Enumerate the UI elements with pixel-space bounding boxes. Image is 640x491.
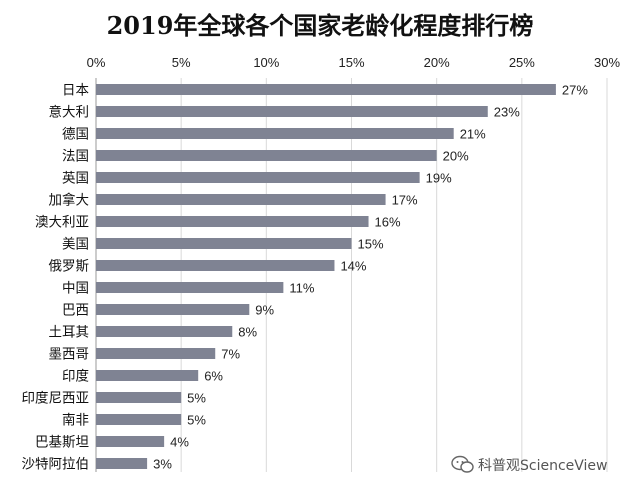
data-label: 3% [153, 457, 172, 472]
data-label: 15% [358, 237, 384, 252]
bar [96, 84, 556, 95]
bar [96, 326, 233, 337]
category-labels: 日本意大利德国法国英国加拿大澳大利亚美国俄罗斯中国巴西土耳其墨西哥印度印度尼西亚… [22, 83, 90, 472]
category-label: 日本 [62, 83, 89, 98]
category-label: 巴基斯坦 [35, 434, 89, 450]
data-label: 27% [562, 83, 588, 98]
category-label: 德国 [62, 127, 89, 142]
wechat-icon [451, 455, 474, 473]
x-tick-label: 0% [87, 55, 106, 70]
bar [96, 458, 148, 469]
x-axis-ticks: 0% 5% 10% 15% 20% 25% 30% [87, 55, 621, 70]
bar [96, 194, 386, 205]
x-tick-label: 15% [338, 55, 364, 70]
bar [96, 282, 284, 293]
category-label: 法国 [62, 149, 89, 164]
data-label: 5% [187, 413, 206, 428]
category-label: 俄罗斯 [49, 259, 90, 274]
category-label: 中国 [62, 281, 89, 296]
bar [96, 150, 437, 161]
category-label: 印度 [62, 369, 89, 384]
data-label: 23% [494, 105, 520, 120]
bar [96, 348, 216, 359]
category-label: 澳大利亚 [35, 215, 89, 230]
x-tick-label: 5% [172, 55, 191, 70]
watermark: 科普观ScienceView [451, 455, 608, 474]
watermark-text: 科普观ScienceView [478, 458, 608, 474]
data-label: 9% [255, 303, 274, 318]
data-label: 6% [204, 369, 223, 384]
bar [96, 414, 182, 425]
data-label: 4% [170, 435, 189, 450]
category-label: 加拿大 [49, 192, 90, 208]
bar [96, 238, 352, 249]
category-label: 美国 [62, 237, 89, 252]
data-label: 16% [375, 215, 401, 230]
chart-title: 2019年全球各个国家老龄化程度排行榜 [107, 11, 534, 40]
x-tick-label: 25% [509, 55, 535, 70]
data-label: 14% [340, 259, 366, 274]
data-label: 21% [460, 127, 486, 142]
category-label: 南非 [62, 413, 89, 428]
data-label: 17% [392, 193, 418, 208]
bar [96, 106, 488, 117]
bar [96, 392, 182, 403]
data-label: 20% [443, 149, 469, 164]
data-label: 7% [221, 347, 240, 362]
category-label: 印度尼西亚 [22, 391, 90, 406]
bar [96, 436, 165, 447]
bars [96, 84, 556, 469]
category-label: 英国 [62, 170, 89, 186]
bar [96, 260, 335, 271]
bar [96, 172, 420, 183]
gridlines [95, 78, 608, 472]
category-label: 沙特阿拉伯 [22, 457, 90, 472]
category-label: 墨西哥 [49, 347, 90, 362]
value-labels: 27% 23% 21% 20% 19% 17% 16% 15% 14% 11% 9% 8% 7% 6% 5%… [153, 83, 588, 472]
x-tick-label: 30% [594, 55, 620, 70]
bar [96, 304, 250, 315]
data-label: 11% [289, 281, 314, 296]
data-label: 19% [426, 171, 452, 186]
category-label: 巴西 [62, 303, 89, 318]
category-label: 意大利 [49, 104, 90, 120]
bar [96, 370, 199, 381]
x-tick-label: 20% [424, 55, 450, 70]
data-label: 5% [187, 391, 206, 406]
data-label: 8% [238, 325, 257, 340]
bar [96, 216, 369, 227]
category-label: 土耳其 [49, 325, 90, 340]
bar [96, 128, 454, 139]
x-tick-label: 10% [253, 55, 279, 70]
